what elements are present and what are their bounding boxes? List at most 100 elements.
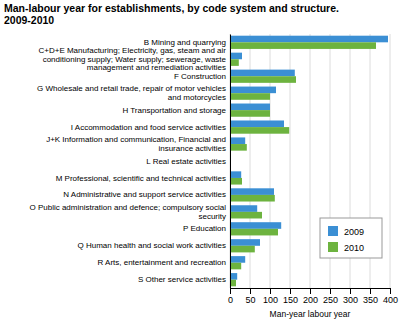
chart: Man-labour year for establishments, by c… bbox=[0, 0, 400, 320]
legend-label: 2010 bbox=[344, 243, 364, 253]
tick-mark bbox=[350, 288, 351, 294]
plot: 0 50 100 150 200 250 300 350 400 B Mining and qua… bbox=[29, 34, 398, 305]
tick-label: 200 bbox=[303, 295, 318, 305]
bar bbox=[230, 178, 242, 185]
bar bbox=[230, 188, 274, 195]
tick: J+K Information and communication, Finan… bbox=[46, 135, 230, 153]
bar bbox=[230, 36, 388, 43]
tick-mark bbox=[290, 288, 291, 294]
tick-label: N Administrative and support service act… bbox=[63, 190, 226, 199]
tick: L Real estate activities bbox=[146, 157, 230, 166]
bar bbox=[230, 120, 284, 127]
tick: 0 bbox=[228, 288, 233, 305]
tick: P Education bbox=[183, 224, 230, 233]
x-axis: 0 50 100 150 200 250 300 350 400 bbox=[228, 288, 398, 305]
x-axis-title: Man-year labour year bbox=[270, 309, 351, 319]
series bbox=[230, 36, 388, 280]
bar bbox=[230, 144, 247, 151]
tick-mark bbox=[230, 288, 231, 294]
tick-label: H Transportation and storage bbox=[122, 106, 226, 115]
tick: 400 bbox=[383, 288, 398, 305]
tick-label: 400 bbox=[383, 295, 398, 305]
tick: N Administrative and support service act… bbox=[63, 190, 230, 199]
legend-item: 2009 bbox=[328, 226, 364, 237]
grid-line bbox=[230, 34, 231, 288]
tick-label: R Arts, entertainment and recreation bbox=[97, 258, 226, 267]
tick: I Accommodation and food service activit… bbox=[71, 123, 230, 132]
bar bbox=[230, 246, 255, 253]
tick-label: P Education bbox=[183, 224, 226, 233]
bar bbox=[230, 104, 270, 111]
tick-label: 100 bbox=[263, 295, 278, 305]
tick-label: L Real estate activities bbox=[146, 157, 226, 166]
tick-label: M Professional, scientific and technical… bbox=[56, 174, 226, 183]
tick-label: S Other service activities bbox=[138, 275, 226, 284]
tick: 250 bbox=[323, 288, 338, 305]
tick: 350 bbox=[363, 288, 378, 305]
bar bbox=[230, 87, 276, 94]
tick: O Public administration and defence; com… bbox=[29, 203, 230, 221]
bar bbox=[230, 195, 275, 202]
tick-label: J+K Information and communication, Finan… bbox=[46, 135, 226, 153]
bar bbox=[230, 263, 241, 270]
tick-mark bbox=[270, 288, 271, 294]
tick: 50 bbox=[245, 288, 255, 305]
tick-mark bbox=[390, 288, 391, 294]
bars bbox=[230, 36, 388, 287]
tick-label: 350 bbox=[363, 295, 378, 305]
tick-label: 0 bbox=[228, 295, 233, 305]
tick-label: 150 bbox=[283, 295, 298, 305]
tick-mark bbox=[250, 288, 251, 294]
tick: Q Human health and social work activitie… bbox=[77, 241, 230, 250]
axis-line bbox=[230, 35, 231, 289]
title: Man-labour year for establishments, by c… bbox=[4, 2, 339, 26]
bar bbox=[230, 222, 281, 229]
bar bbox=[230, 70, 295, 77]
bar bbox=[230, 212, 262, 219]
tick-label: Q Human health and social work activitie… bbox=[77, 241, 226, 250]
bar bbox=[230, 171, 241, 178]
tick-label: G Wholesale and retail trade, repair of … bbox=[37, 84, 226, 102]
bar bbox=[230, 59, 239, 66]
bar bbox=[230, 239, 260, 246]
y-axis: B Mining and quarryingC+D+E Manufacturin… bbox=[29, 35, 230, 289]
bar bbox=[230, 93, 270, 100]
grid bbox=[230, 34, 390, 288]
grid-line bbox=[390, 34, 391, 288]
series bbox=[230, 42, 376, 286]
bar bbox=[230, 127, 289, 134]
tick-label: O Public administration and defence; com… bbox=[29, 203, 226, 221]
legend-label: 2009 bbox=[344, 227, 364, 237]
legend-box bbox=[320, 218, 382, 258]
bar bbox=[230, 76, 296, 83]
tick-label: 300 bbox=[343, 295, 358, 305]
tick: S Other service activities bbox=[138, 275, 230, 284]
tick-label: I Accommodation and food service activit… bbox=[71, 123, 226, 132]
tick-label: C+D+E Manufacturing; Electricity, gas, s… bbox=[39, 46, 227, 72]
bar bbox=[230, 256, 245, 263]
grid-line bbox=[310, 34, 311, 288]
legend-swatch bbox=[328, 226, 338, 236]
tick-mark bbox=[370, 288, 371, 294]
bar bbox=[230, 273, 237, 280]
tick-label: 250 bbox=[323, 295, 338, 305]
tick: 100 bbox=[263, 288, 278, 305]
tick: H Transportation and storage bbox=[122, 106, 230, 115]
tick-mark bbox=[310, 288, 311, 294]
legend-item: 2010 bbox=[328, 242, 364, 253]
tick: 150 bbox=[283, 288, 298, 305]
tick-label: F Construction bbox=[174, 72, 226, 81]
tick-label: 50 bbox=[245, 295, 255, 305]
bar bbox=[230, 137, 245, 144]
bar bbox=[230, 229, 278, 236]
tick: C+D+E Manufacturing; Electricity, gas, s… bbox=[39, 46, 231, 72]
tick: 300 bbox=[343, 288, 358, 305]
bar bbox=[230, 53, 242, 60]
bar bbox=[230, 110, 270, 117]
bar bbox=[230, 205, 257, 212]
tick: 200 bbox=[303, 288, 318, 305]
tick: G Wholesale and retail trade, repair of … bbox=[37, 84, 230, 102]
tick: F Construction bbox=[174, 72, 230, 81]
tick: R Arts, entertainment and recreation bbox=[97, 258, 230, 267]
legend-swatch bbox=[328, 242, 338, 252]
